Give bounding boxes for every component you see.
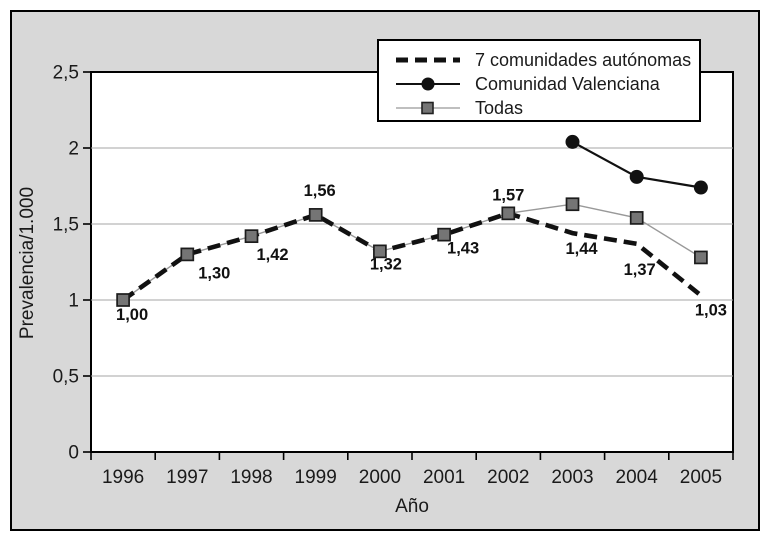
legend-label: Comunidad Valenciana (475, 73, 660, 94)
square-marker (308, 208, 323, 222)
x-axis-title: Año (395, 496, 429, 517)
square-marker (180, 247, 195, 262)
data-point-label: 1,37 (624, 261, 656, 279)
x-tick-label: 2003 (551, 467, 593, 488)
y-tick-label: 1,5 (53, 215, 79, 236)
data-point-label: 1,32 (370, 255, 402, 273)
y-axis-title: Prevalencia/1.000 (17, 186, 38, 340)
x-tick-label: 1997 (166, 467, 208, 488)
square-marker (244, 229, 259, 244)
circle-marker (565, 134, 580, 149)
square-marker (373, 244, 387, 259)
data-point-label: 1,30 (198, 264, 230, 282)
circle-marker (693, 180, 708, 195)
square-marker (501, 206, 516, 221)
y-tick-label: 2,5 (53, 63, 79, 84)
x-tick-label: 2004 (616, 467, 659, 488)
legend-item-comunidad-valenciana: Comunidad Valenciana (393, 72, 699, 96)
x-tick-label: 2001 (423, 467, 465, 488)
y-tick-label: 0 (68, 443, 79, 464)
square-marker (629, 211, 644, 225)
x-tick-label: 2002 (487, 467, 529, 488)
y-tick-label: 1 (68, 291, 79, 312)
x-tick-label: 1999 (295, 467, 337, 488)
x-tick-label: 1998 (230, 467, 272, 488)
legend-label: Todas (475, 97, 524, 118)
legend: 7 comunidades autónomas Comunidad Valenc… (377, 39, 701, 122)
data-point-label: 1,03 (695, 301, 727, 319)
data-point-label: 1,00 (116, 306, 148, 324)
circle-line-sample-icon (396, 77, 460, 91)
dashed-line-sample-icon (396, 57, 460, 63)
square-line-sample-icon (396, 101, 460, 115)
square-marker (116, 293, 130, 307)
x-tick-label: 2000 (359, 467, 401, 488)
legend-item-todas: Todas (393, 96, 699, 120)
data-point-label: 1,43 (447, 240, 479, 258)
legend-item-7-comunidades: 7 comunidades autónomas (393, 48, 699, 72)
data-point-label: 1,56 (304, 182, 336, 200)
square-marker (694, 250, 708, 265)
data-point-label: 1,44 (565, 240, 598, 258)
x-tick-label: 2005 (680, 467, 722, 488)
legend-label: 7 comunidades autónomas (475, 49, 692, 70)
circle-marker (629, 169, 644, 184)
data-point-label: 1,57 (492, 186, 524, 204)
plot-area (90, 71, 734, 453)
square-marker (437, 227, 451, 242)
x-tick-label: 1996 (102, 467, 144, 488)
y-tick-label: 0,5 (53, 367, 79, 388)
y-tick-label: 2 (68, 139, 79, 160)
series-line-7-comunidades (121, 210, 703, 302)
data-point-label: 1,42 (256, 246, 288, 264)
square-marker (565, 197, 580, 212)
